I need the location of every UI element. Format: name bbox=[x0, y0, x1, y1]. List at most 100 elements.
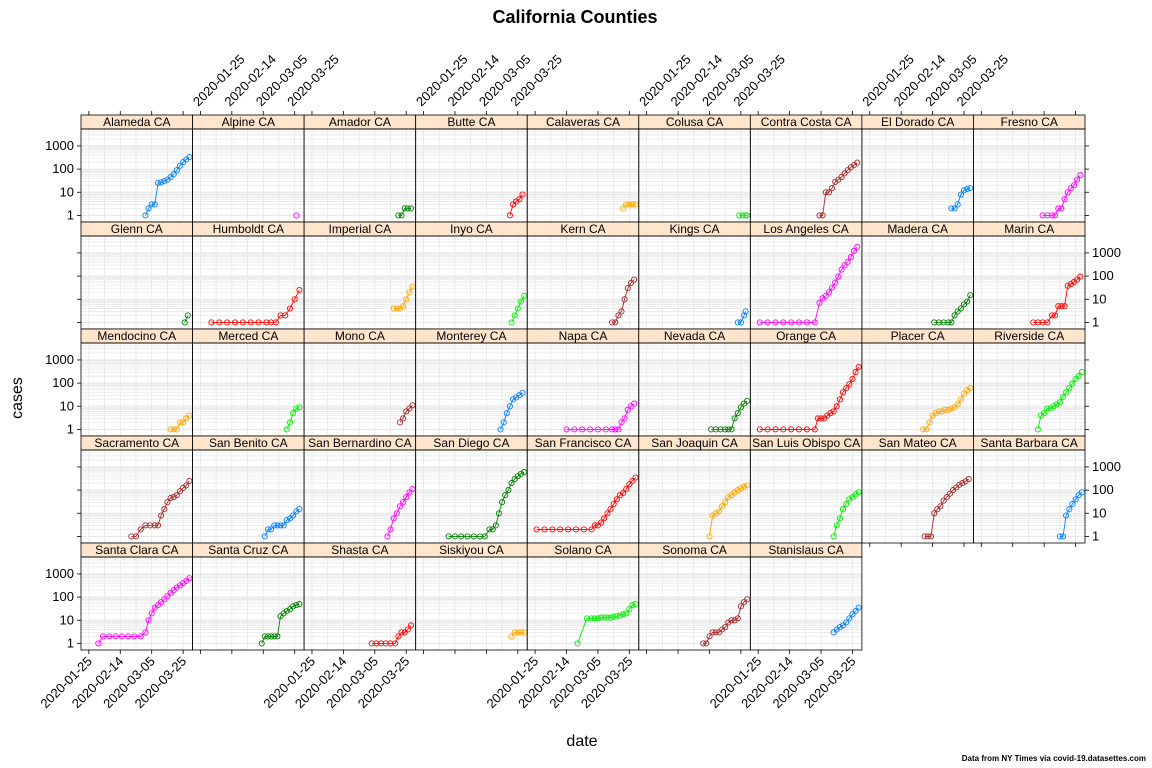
panel: Mono CA bbox=[304, 329, 416, 436]
panel-strip-label: Los Angeles CA bbox=[763, 222, 848, 236]
panel-frame bbox=[304, 343, 416, 436]
panel-frame bbox=[304, 450, 416, 543]
panel-strip-label: Contra Costa CA bbox=[761, 115, 852, 129]
panel-frame bbox=[750, 557, 862, 650]
panel: Monterey CA bbox=[416, 329, 528, 436]
chart-title: California Counties bbox=[492, 7, 657, 27]
series-line bbox=[537, 478, 636, 530]
panel-strip-label: Amador CA bbox=[329, 115, 391, 129]
panel-strip-label: Stanislaus CA bbox=[768, 543, 843, 557]
panel: Napa CA bbox=[527, 329, 639, 436]
panel-strip-label: Calaveras CA bbox=[546, 115, 620, 129]
panel: Inyo CA bbox=[416, 222, 528, 329]
panel: Santa Clara CA bbox=[81, 543, 193, 650]
panel: Kern CA bbox=[527, 222, 639, 329]
panel-frame bbox=[973, 236, 1085, 329]
panel: Fresno CA bbox=[973, 115, 1085, 222]
panel-strip-label: Monterey CA bbox=[436, 329, 506, 343]
panel-strip-label: Madera CA bbox=[887, 222, 948, 236]
y-tick-label: 10 bbox=[60, 612, 74, 627]
panel-frame bbox=[973, 129, 1085, 222]
panel-strip-label: Alameda CA bbox=[103, 115, 170, 129]
panel-strip-label: Sacramento CA bbox=[94, 436, 179, 450]
y-tick-label: 1 bbox=[67, 207, 74, 222]
y-tick-label: 10 bbox=[1092, 291, 1106, 306]
panel-frame bbox=[862, 236, 974, 329]
panel-frame bbox=[973, 450, 1085, 543]
panel: Mendocino CA bbox=[81, 329, 193, 436]
panel: Siskiyou CA bbox=[416, 543, 528, 650]
panel-strip-label: San Bernardino CA bbox=[308, 436, 411, 450]
panel-frame bbox=[862, 343, 974, 436]
panel-strip-label: San Mateo CA bbox=[879, 436, 957, 450]
panel: San Benito CA bbox=[193, 436, 305, 543]
panel-frame bbox=[193, 450, 305, 543]
panel: Glenn CA bbox=[81, 222, 193, 329]
panel: Colusa CA bbox=[639, 115, 751, 222]
y-tick-label: 1 bbox=[67, 635, 74, 650]
panel-frame bbox=[81, 236, 193, 329]
panel: San Diego CA bbox=[416, 436, 528, 543]
panel: Merced CA bbox=[193, 329, 305, 436]
panel-frame bbox=[416, 450, 528, 543]
panel: San Francisco CA bbox=[527, 436, 639, 543]
panel-strip-label: Marin CA bbox=[1004, 222, 1054, 236]
panel-frame bbox=[416, 236, 528, 329]
panel: Alpine CA bbox=[193, 115, 305, 222]
panel: Riverside CA bbox=[973, 329, 1085, 436]
panel: Stanislaus CA bbox=[750, 543, 862, 650]
y-tick-label: 1000 bbox=[45, 566, 74, 581]
panel: Madera CA bbox=[862, 222, 974, 329]
panel-frame bbox=[193, 236, 305, 329]
panel-frame bbox=[416, 557, 528, 650]
panel-strip-label: Mono CA bbox=[335, 329, 385, 343]
panel: Santa Cruz CA bbox=[193, 543, 305, 650]
panel-strip-label: Siskiyou CA bbox=[439, 543, 504, 557]
y-tick-label: 1000 bbox=[45, 352, 74, 367]
panel-frame bbox=[639, 236, 751, 329]
y-tick-label: 100 bbox=[1092, 482, 1114, 497]
panel: San Luis Obispo CA bbox=[750, 436, 862, 543]
panel-strip-label: Merced CA bbox=[218, 329, 278, 343]
panel: Nevada CA bbox=[639, 329, 751, 436]
panel: San Mateo CA bbox=[862, 436, 974, 543]
panel-strip-label: San Diego CA bbox=[433, 436, 509, 450]
panel-strip-label: Santa Barbara CA bbox=[981, 436, 1078, 450]
panel-frame bbox=[862, 450, 974, 543]
panel-frame bbox=[304, 129, 416, 222]
panel-strip-label: Fresno CA bbox=[1001, 115, 1058, 129]
y-tick-label: 1000 bbox=[1092, 459, 1121, 474]
panel: Santa Barbara CA bbox=[973, 436, 1085, 543]
panel-strip-label: Kings CA bbox=[670, 222, 720, 236]
panel-strip-label: San Luis Obispo CA bbox=[752, 436, 860, 450]
panel-strip-label: Sonoma CA bbox=[662, 543, 727, 557]
panel-strip-label: Inyo CA bbox=[450, 222, 493, 236]
panel-strip-label: Orange CA bbox=[776, 329, 836, 343]
panel: Kings CA bbox=[639, 222, 751, 329]
panel: El Dorado CA bbox=[862, 115, 974, 222]
panel-strip-label: Napa CA bbox=[559, 329, 608, 343]
panel-frame bbox=[750, 236, 862, 329]
panel: Imperial CA bbox=[304, 222, 416, 329]
y-tick-label: 10 bbox=[1092, 505, 1106, 520]
panel: Solano CA bbox=[527, 543, 639, 650]
data-point bbox=[968, 293, 973, 298]
panel: San Joaquin CA bbox=[639, 436, 751, 543]
panel-strip-label: Colusa CA bbox=[666, 115, 723, 129]
panel-frame bbox=[527, 236, 639, 329]
panel-strip-label: San Francisco CA bbox=[535, 436, 632, 450]
panel-strip-label: Glenn CA bbox=[111, 222, 163, 236]
panel: Calaveras CA bbox=[527, 115, 639, 222]
panel: Marin CA bbox=[973, 222, 1085, 329]
panel-strip-label: Shasta CA bbox=[331, 543, 388, 557]
panel-strip-label: Santa Cruz CA bbox=[208, 543, 288, 557]
data-point bbox=[855, 244, 860, 249]
panel-strip-label: San Benito CA bbox=[209, 436, 288, 450]
y-tick-label: 1 bbox=[67, 421, 74, 436]
y-tick-label: 1000 bbox=[45, 138, 74, 153]
x-axis-label: date bbox=[566, 733, 597, 750]
y-tick-label: 100 bbox=[52, 375, 74, 390]
panel-strip-label: Placer CA bbox=[891, 329, 945, 343]
panel: Shasta CA bbox=[304, 543, 416, 650]
